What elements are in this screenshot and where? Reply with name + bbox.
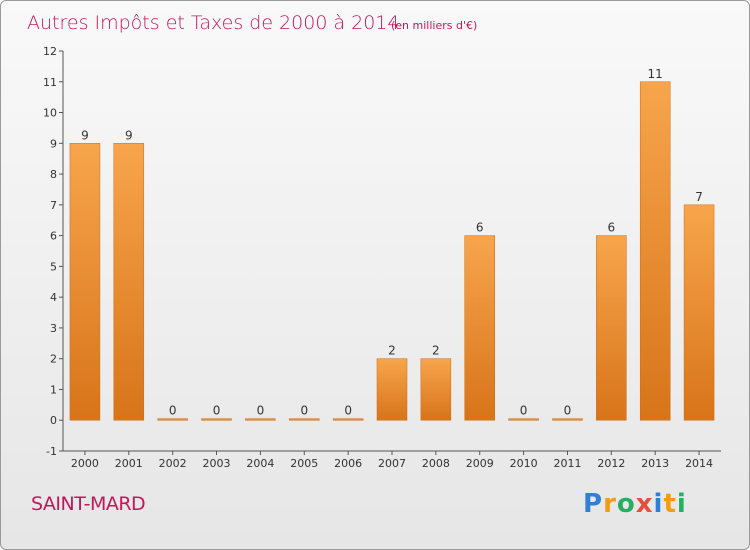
bar-value-label: 6 <box>476 221 484 235</box>
y-tick-label: 7 <box>50 199 57 212</box>
bar-2014 <box>683 204 715 421</box>
commune-name: SAINT-MARD <box>31 493 146 515</box>
y-tick-label: -1 <box>46 445 57 458</box>
y-tick-label: 4 <box>50 291 57 304</box>
bar-2007 <box>376 358 408 421</box>
x-tick-label: 2010 <box>510 457 538 470</box>
bar-value-label: 11 <box>648 67 663 81</box>
x-tick-label: 2009 <box>466 457 494 470</box>
x-tick-label: 2005 <box>290 457 318 470</box>
x-tick-label: 2004 <box>246 457 274 470</box>
x-tick-label: 2007 <box>378 457 406 470</box>
y-tick-label: 2 <box>50 353 57 366</box>
y-tick-label: 10 <box>43 107 57 120</box>
y-tick-label: 0 <box>50 414 57 427</box>
logo-letter: o <box>616 489 636 519</box>
bar-value-label: 0 <box>300 404 308 418</box>
bar-value-label: 0 <box>257 404 265 418</box>
bar-2000 <box>69 143 101 421</box>
bar-value-label: 7 <box>695 190 703 204</box>
bar-2003 <box>201 418 232 421</box>
bar-2004 <box>245 418 276 421</box>
bar-value-label: 0 <box>169 404 177 418</box>
y-tick-label: 9 <box>50 137 57 150</box>
bar-2010 <box>508 418 539 421</box>
bar-2009 <box>464 235 495 421</box>
bar-2005 <box>289 418 320 421</box>
bar-value-label: 0 <box>564 404 572 418</box>
logo-letter: P <box>583 489 604 519</box>
chart-title: Autres Impôts et Taxes de 2000 à 2014 <box>27 12 400 34</box>
bar-2012 <box>596 235 627 421</box>
bar-value-label: 2 <box>432 344 440 358</box>
bar-value-label: 0 <box>213 404 221 418</box>
x-tick-label: 2013 <box>641 457 669 470</box>
y-tick-label: 8 <box>50 168 57 181</box>
y-tick-label: 1 <box>50 383 57 396</box>
logo-letter: i <box>676 489 687 519</box>
x-tick-label: 2000 <box>71 457 99 470</box>
bar-2001 <box>113 143 145 421</box>
x-tick-label: 2003 <box>203 457 231 470</box>
chart-unit-note: (en milliers d'€) <box>391 19 477 32</box>
x-tick-label: 2012 <box>597 457 625 470</box>
x-tick-label: 2001 <box>115 457 143 470</box>
bar-value-label: 6 <box>608 221 616 235</box>
x-tick-label: 2008 <box>422 457 450 470</box>
logo-letter: x <box>635 489 654 519</box>
bar-2006 <box>332 418 364 421</box>
x-tick-label: 2011 <box>553 457 581 470</box>
y-tick-label: 5 <box>50 260 57 273</box>
x-tick-label: 2002 <box>159 457 187 470</box>
proxiti-logo: Proxiti <box>583 489 687 519</box>
bar-2013 <box>639 81 671 421</box>
y-tick-label: 3 <box>50 322 57 335</box>
logo-letter: i <box>653 489 664 519</box>
bar-value-label: 2 <box>388 344 396 358</box>
bar-2002 <box>157 418 188 421</box>
bar-value-label: 9 <box>125 128 133 142</box>
y-tick-label: 6 <box>50 230 57 243</box>
bar-value-label: 0 <box>344 404 352 418</box>
bars: 9 9 0 0 0 0 0 2 2 6 0 0 6 11 7 <box>69 67 715 421</box>
bar-value-label: 9 <box>81 128 89 142</box>
y-tick-label: 12 <box>43 45 57 58</box>
logo-letter: t <box>663 489 677 519</box>
bar-2011 <box>552 418 583 421</box>
x-tick-label: 2014 <box>685 457 713 470</box>
logo-letter: r <box>603 489 617 519</box>
bar-value-label: 0 <box>520 404 528 418</box>
y-tick-label: 11 <box>43 76 57 89</box>
bar-2008 <box>420 358 452 421</box>
x-tick-label: 2006 <box>334 457 362 470</box>
